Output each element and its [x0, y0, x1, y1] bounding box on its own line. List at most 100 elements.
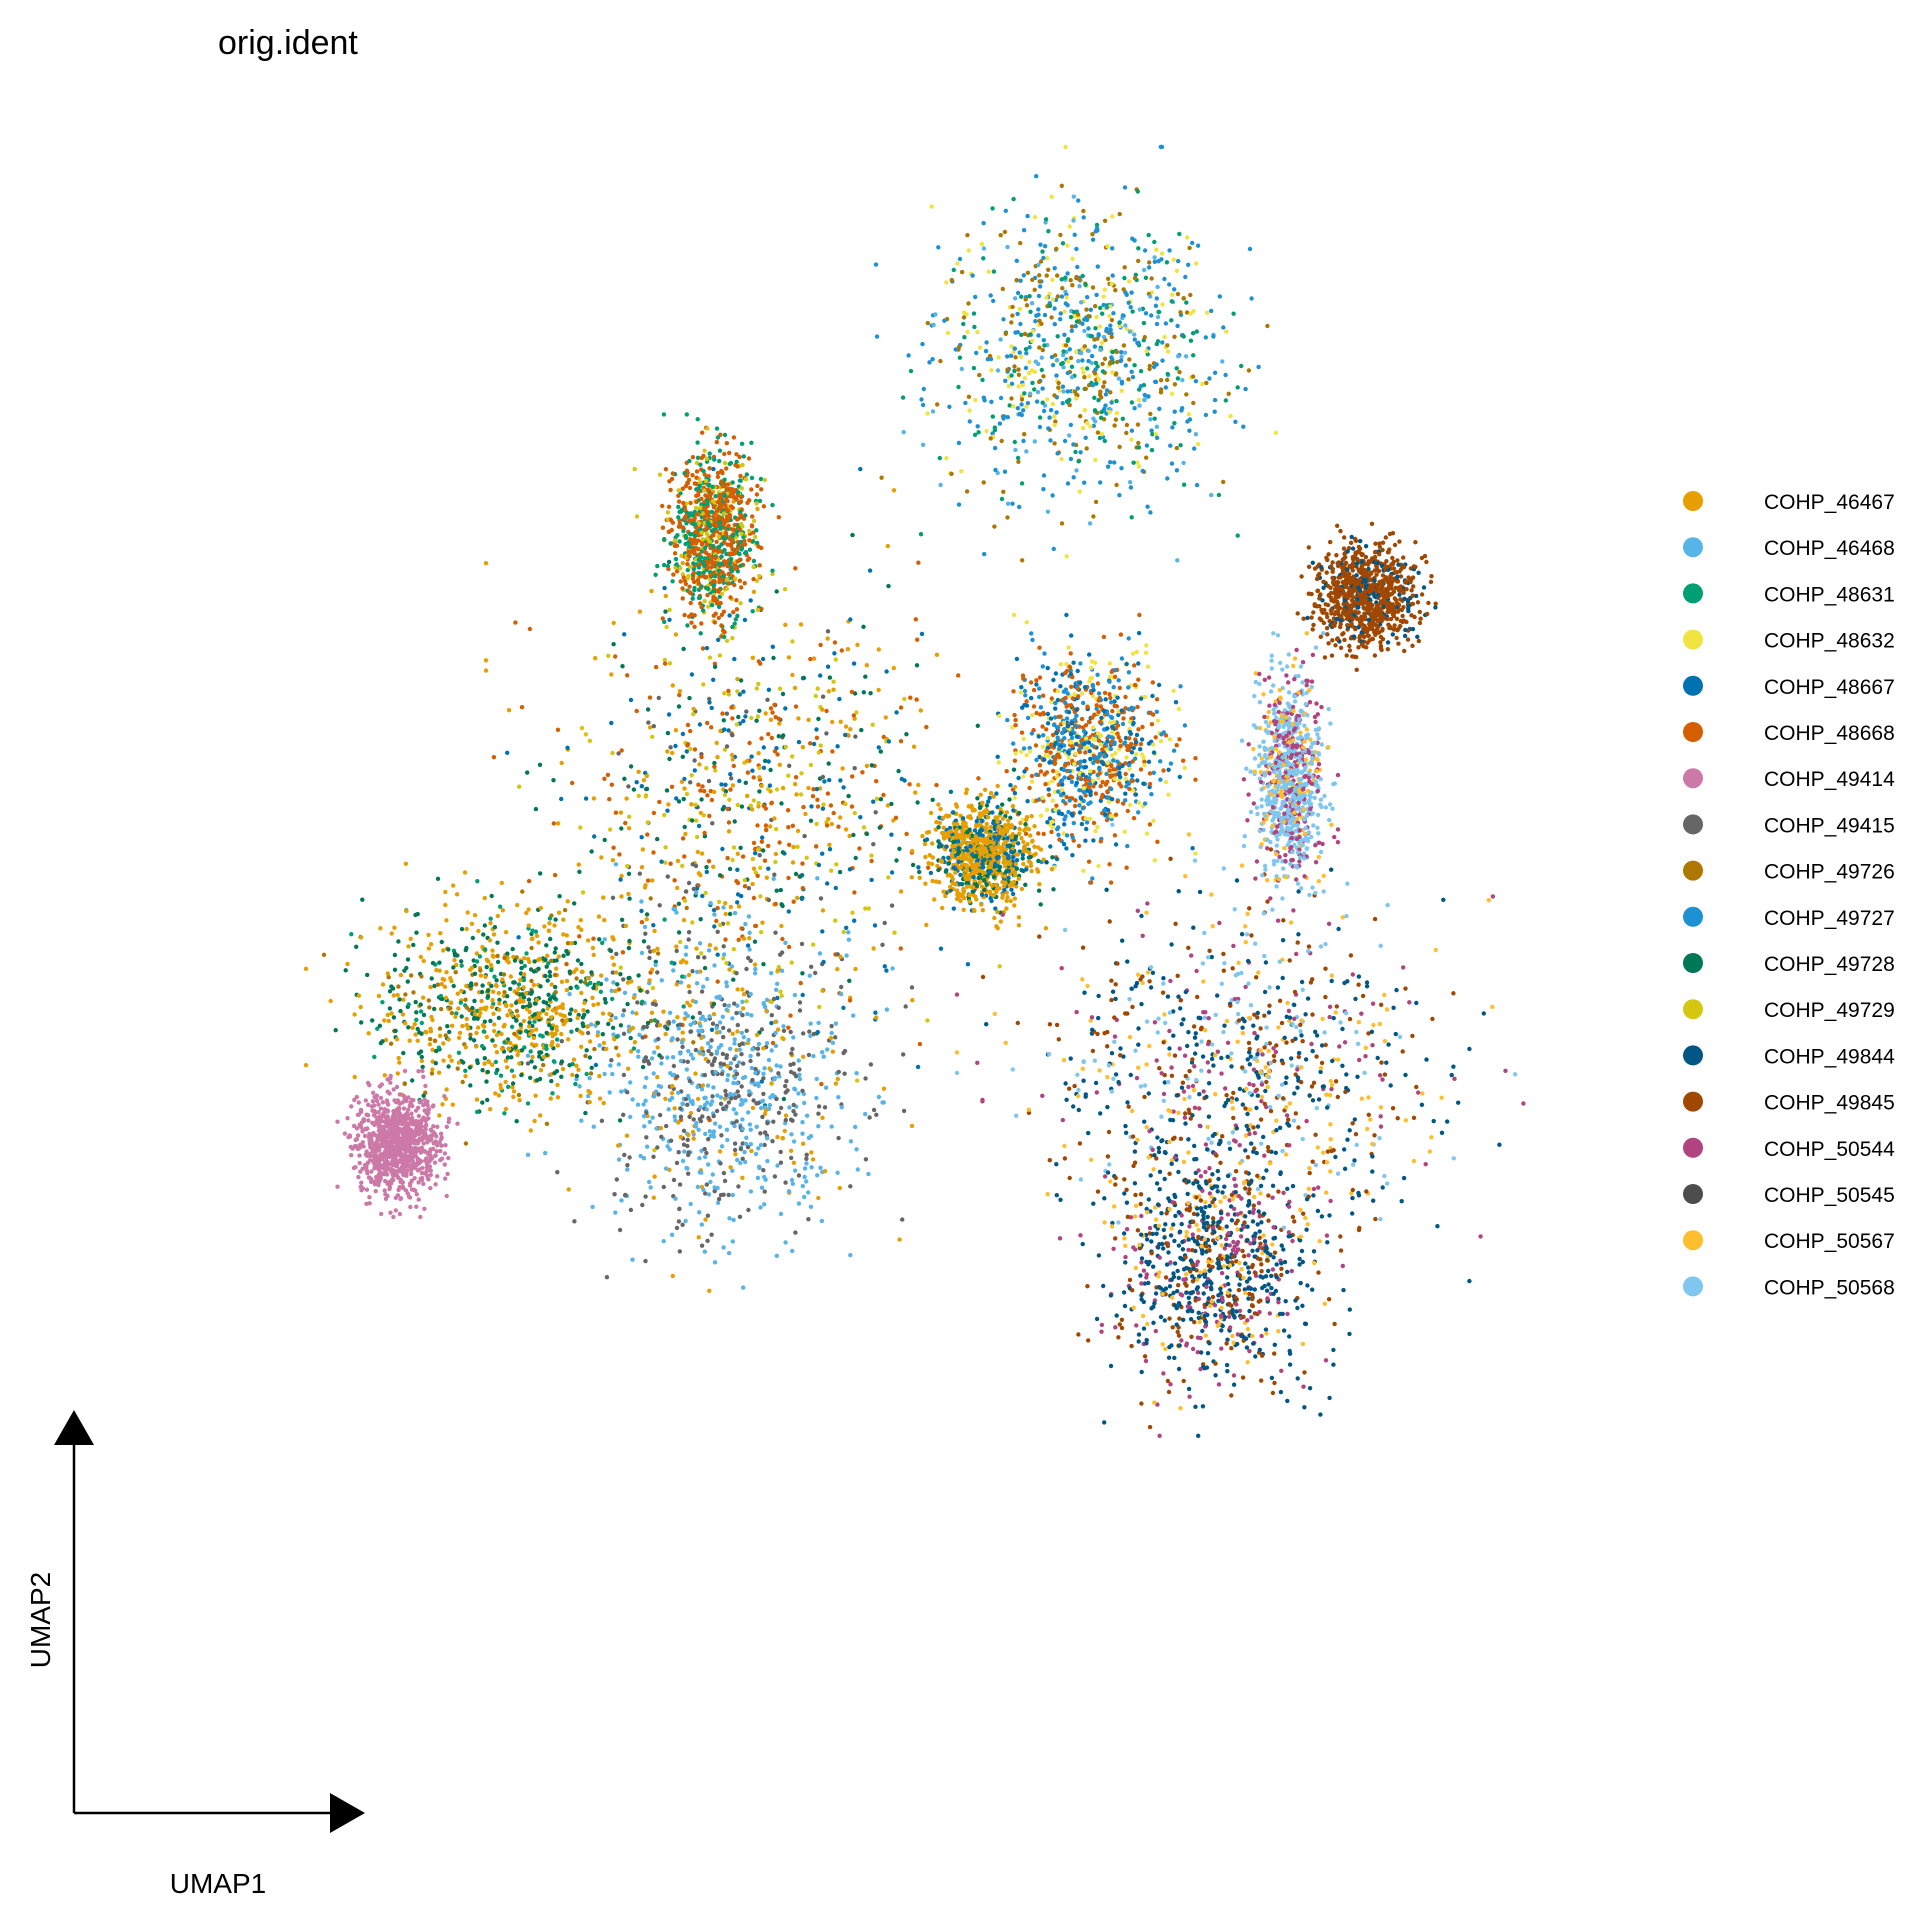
scatter-point: [623, 1192, 628, 1198]
scatter-point: [685, 1137, 690, 1143]
scatter-point: [385, 1165, 390, 1171]
scatter-point: [527, 1009, 532, 1015]
scatter-point: [532, 1065, 538, 1070]
scatter-point: [852, 890, 857, 895]
scatter-point: [652, 1018, 657, 1023]
scatter-point: [557, 894, 562, 899]
scatter-point: [621, 1112, 626, 1118]
scatter-point: [797, 1076, 803, 1082]
scatter-point: [613, 862, 619, 867]
scatter-point: [520, 992, 525, 997]
scatter-point: [561, 953, 566, 958]
scatter-point: [720, 628, 726, 633]
scatter-point: [690, 862, 695, 867]
scatter-point: [644, 1135, 649, 1140]
scatter-point: [768, 824, 773, 829]
scatter-point: [975, 329, 980, 335]
scatter-point: [1135, 189, 1141, 194]
scatter-point: [1058, 232, 1063, 238]
scatter-point: [489, 1004, 495, 1010]
scatter-point: [852, 918, 857, 923]
scatter-point: [502, 1040, 507, 1045]
scatter-point: [942, 318, 947, 323]
scatter-point: [645, 707, 651, 712]
scatter-point: [727, 911, 733, 917]
scatter-point: [781, 1024, 786, 1029]
scatter-point: [820, 988, 825, 993]
scatter-point: [1041, 255, 1046, 261]
scatter-point: [821, 1054, 826, 1059]
scatter-point: [541, 1054, 547, 1060]
scatter-point: [844, 925, 849, 930]
scatter-point: [1068, 314, 1074, 320]
scatter-point: [699, 1170, 704, 1175]
scatter-point: [643, 1055, 649, 1060]
scatter-point: [641, 1156, 647, 1161]
scatter-point: [562, 1014, 567, 1019]
scatter-point: [505, 750, 510, 755]
scatter-point: [763, 711, 768, 716]
scatter-point: [473, 982, 479, 987]
scatter-point: [474, 1030, 479, 1036]
scatter-point: [702, 598, 707, 604]
scatter-point: [786, 825, 791, 830]
scatter-point: [471, 1038, 477, 1043]
scatter-point: [1027, 359, 1032, 365]
scatter-point: [404, 908, 409, 914]
scatter-point: [933, 312, 938, 317]
scatter-point: [625, 673, 630, 678]
scatter-point: [840, 766, 845, 771]
scatter-point: [699, 797, 704, 802]
scatter-point: [401, 1106, 407, 1111]
scatter-point: [566, 1037, 571, 1042]
scatter-point: [667, 661, 673, 666]
scatter-point: [915, 1064, 921, 1070]
scatter-point: [398, 1196, 403, 1202]
scatter-point: [1174, 366, 1179, 371]
scatter-point: [1130, 236, 1135, 241]
scatter-point: [626, 871, 632, 876]
scatter-point: [759, 1105, 764, 1111]
scatter-point: [681, 1142, 687, 1147]
scatter-point: [1172, 421, 1177, 426]
scatter-point: [411, 990, 416, 995]
scatter-point: [459, 988, 464, 994]
scatter-point: [391, 1015, 397, 1020]
scatter-point: [643, 794, 648, 799]
scatter-point: [808, 1134, 814, 1139]
scatter-point: [1071, 194, 1077, 199]
scatter-point: [418, 954, 424, 960]
scatter-point: [1029, 301, 1035, 306]
scatter-point: [790, 672, 795, 678]
scatter-point: [1065, 243, 1070, 248]
scatter-point: [600, 1032, 605, 1037]
scatter-point: [1167, 282, 1172, 287]
scatter-point: [779, 923, 784, 929]
scatter-point: [786, 1025, 791, 1030]
scatter-point: [599, 973, 604, 978]
scatter-point: [675, 858, 681, 864]
scatter-point: [716, 899, 722, 905]
scatter-point: [783, 744, 788, 750]
scatter-point: [851, 713, 856, 718]
scatter-point: [479, 989, 485, 995]
scatter-point: [901, 429, 906, 435]
scatter-point: [754, 1101, 759, 1106]
scatter-point: [621, 1072, 627, 1078]
scatter-point: [871, 842, 876, 847]
scatter-point: [871, 1107, 877, 1113]
scatter-point: [836, 1135, 841, 1141]
scatter-point: [1048, 407, 1054, 413]
scatter-point: [685, 742, 691, 747]
scatter-point: [1068, 456, 1074, 462]
scatter-point: [1160, 340, 1165, 345]
scatter-point: [416, 1197, 421, 1202]
scatter-point: [1117, 444, 1122, 450]
scatter-point: [847, 998, 853, 1003]
scatter-point: [666, 712, 672, 717]
scatter-point: [772, 1019, 778, 1025]
scatter-point: [607, 797, 612, 802]
scatter-point: [578, 918, 583, 923]
scatter-point: [522, 972, 527, 977]
scatter-point: [716, 615, 721, 621]
